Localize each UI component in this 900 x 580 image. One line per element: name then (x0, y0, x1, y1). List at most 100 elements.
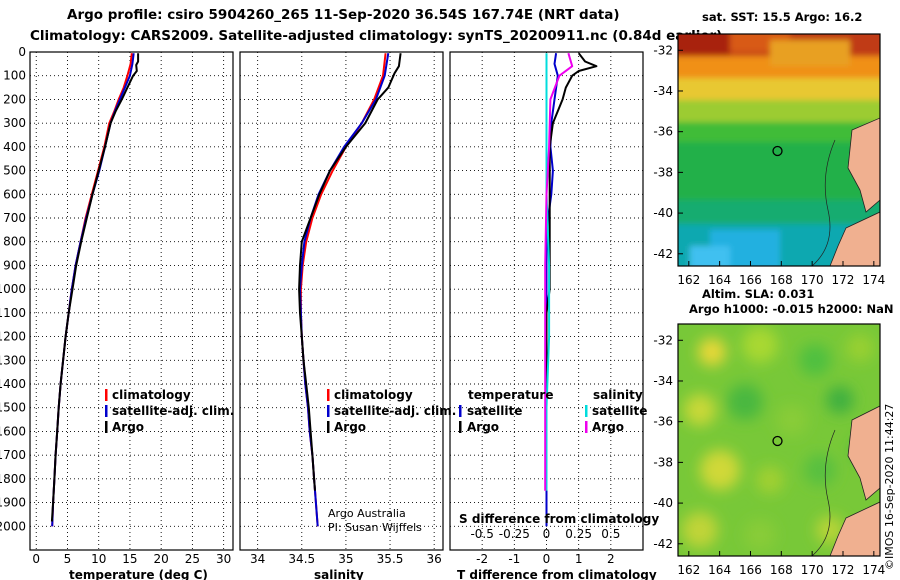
lat-tick-label: -38 (653, 165, 673, 179)
legend-label-t-satellite: satellite (467, 404, 522, 418)
legend-swatch-climatology (105, 389, 108, 401)
lon-tick-label: 168 (770, 563, 793, 577)
y-tick-label: 900 (3, 258, 26, 272)
lon-tick-label: 162 (677, 273, 700, 287)
y-tick-label: 1200 (0, 330, 26, 344)
lon-tick-label: 170 (801, 273, 824, 287)
x-tick-label: 0 (543, 552, 551, 566)
lon-tick-label: 172 (832, 563, 855, 577)
x-tick-label: 1 (575, 552, 583, 566)
argo-australia-note: Argo Australia (328, 507, 406, 520)
y-tick-label: 600 (3, 187, 26, 201)
x-tick-label: 34 (250, 552, 265, 566)
x2-tick-label: 0.5 (601, 527, 620, 541)
series-argo (298, 53, 402, 491)
lon-tick-label: 166 (739, 273, 762, 287)
legend-label-satellite: satellite-adj. clim. (112, 404, 234, 418)
lat-tick-label: -40 (653, 206, 673, 220)
sst-map-title: sat. SST: 15.5 Argo: 16.2 (702, 10, 862, 24)
lon-tick-label: 164 (708, 273, 731, 287)
legend-swatch-s-argo (585, 421, 588, 433)
y-tick-label: 1700 (0, 448, 26, 462)
salinity-panel (239, 51, 444, 551)
lon-tick-label: 166 (739, 563, 762, 577)
x-tick-label: -2 (476, 552, 488, 566)
y-tick-label: 0 (18, 45, 26, 59)
legend-title-salinity: salinity (593, 388, 643, 402)
x2-tick-label: 0.25 (565, 527, 592, 541)
series-group (50, 53, 140, 527)
legend-label-s-argo: Argo (592, 420, 624, 434)
lat-tick-label: -32 (653, 333, 673, 347)
legend-swatch-t-satellite (459, 405, 462, 417)
legend-label-climatology: climatology (112, 388, 191, 402)
legend-label-argo: Argo (334, 420, 366, 434)
temperature-axis-label: temperature (deg C) (69, 568, 208, 580)
legend-swatch-satellite (105, 405, 108, 417)
legend-label-satellite: satellite-adj. clim. (334, 404, 456, 418)
lat-tick-label: -32 (653, 43, 673, 57)
figure-title-line2: Climatology: CARS2009. Satellite-adjuste… (30, 28, 722, 44)
y-tick-label: 400 (3, 140, 26, 154)
legend-swatch-t-argo (459, 421, 462, 433)
lon-tick-label: 174 (862, 563, 885, 577)
pi-note: PI: Susan Wijffels (328, 521, 422, 534)
legend-label-s-satellite: satellite (592, 404, 647, 418)
argo-location-marker (772, 435, 783, 447)
x-tick-label: 2 (607, 552, 615, 566)
copyright-stamp: ©IMOS 16-Sep-2020 11:44:27 (883, 404, 896, 570)
x-tick-label: 20 (154, 552, 169, 566)
x-tick-label: 35 (338, 552, 353, 566)
lat-tick-label: -34 (653, 374, 673, 388)
y-tick-label: 1500 (0, 401, 26, 415)
x-tick-label: 15 (122, 552, 137, 566)
y-tick-label: 1400 (0, 377, 26, 391)
x2-tick-label: -0.25 (499, 527, 530, 541)
steric-height-title: Argo h1000: -0.015 h2000: NaN (689, 302, 893, 316)
legend-label-argo: Argo (112, 420, 144, 434)
series-salinity-argo (544, 52, 574, 491)
lat-tick-label: -42 (653, 247, 673, 261)
y-tick-label: 800 (3, 235, 26, 249)
lat-tick-label: -36 (653, 415, 673, 429)
sla-map-frame (677, 323, 881, 557)
salinity-legend: climatology satellite-adj. clim. Argo (327, 388, 456, 434)
argo-location-marker (772, 145, 783, 157)
sst-map-frame (677, 33, 881, 267)
t-difference-axis-label: T difference from climatology (457, 568, 657, 580)
x-tick-label: 25 (185, 552, 200, 566)
lon-tick-label: 162 (677, 563, 700, 577)
legend-swatch-argo (105, 421, 108, 433)
lat-tick-label: -38 (653, 455, 673, 469)
legend-label-climatology: climatology (334, 388, 413, 402)
x-tick-label: 5 (64, 552, 72, 566)
s-difference-title: S difference from climatology (459, 512, 659, 526)
legend-swatch-satellite (327, 405, 330, 417)
x2-tick-label: 0 (543, 527, 551, 541)
lat-tick-label: -36 (653, 125, 673, 139)
y-tick-label: 1100 (0, 306, 26, 320)
sla-map (678, 324, 880, 556)
y-tick-label: 100 (3, 69, 26, 83)
salinity-axis-label: salinity (314, 568, 364, 580)
series-salinity-satellite (545, 53, 551, 491)
lon-tick-label: 172 (832, 273, 855, 287)
y-tick-label: 1000 (0, 282, 26, 296)
temperature-legend: climatology satellite-adj. clim. Argo (105, 388, 234, 434)
y-tick-label: 2000 (0, 519, 26, 533)
figure-title-line1: Argo profile: csiro 5904260_265 11-Sep-2… (67, 7, 620, 23)
difference-legend: temperature satellite Argo salinity sate… (459, 388, 647, 434)
lon-tick-label: 174 (862, 273, 885, 287)
y-tick-label: 500 (3, 164, 26, 178)
sla-map-title: Altim. SLA: 0.031 (702, 287, 814, 301)
x-tick-label: 30 (216, 552, 231, 566)
legend-label-t-argo: Argo (467, 420, 499, 434)
lat-tick-label: -40 (653, 496, 673, 510)
x-tick-label: 0 (32, 552, 40, 566)
y-tick-label: 1900 (0, 496, 26, 510)
sst-map (678, 34, 880, 266)
x-tick-label: 35.5 (377, 552, 404, 566)
temperature-panel (29, 51, 234, 551)
legend-swatch-argo (327, 421, 330, 433)
